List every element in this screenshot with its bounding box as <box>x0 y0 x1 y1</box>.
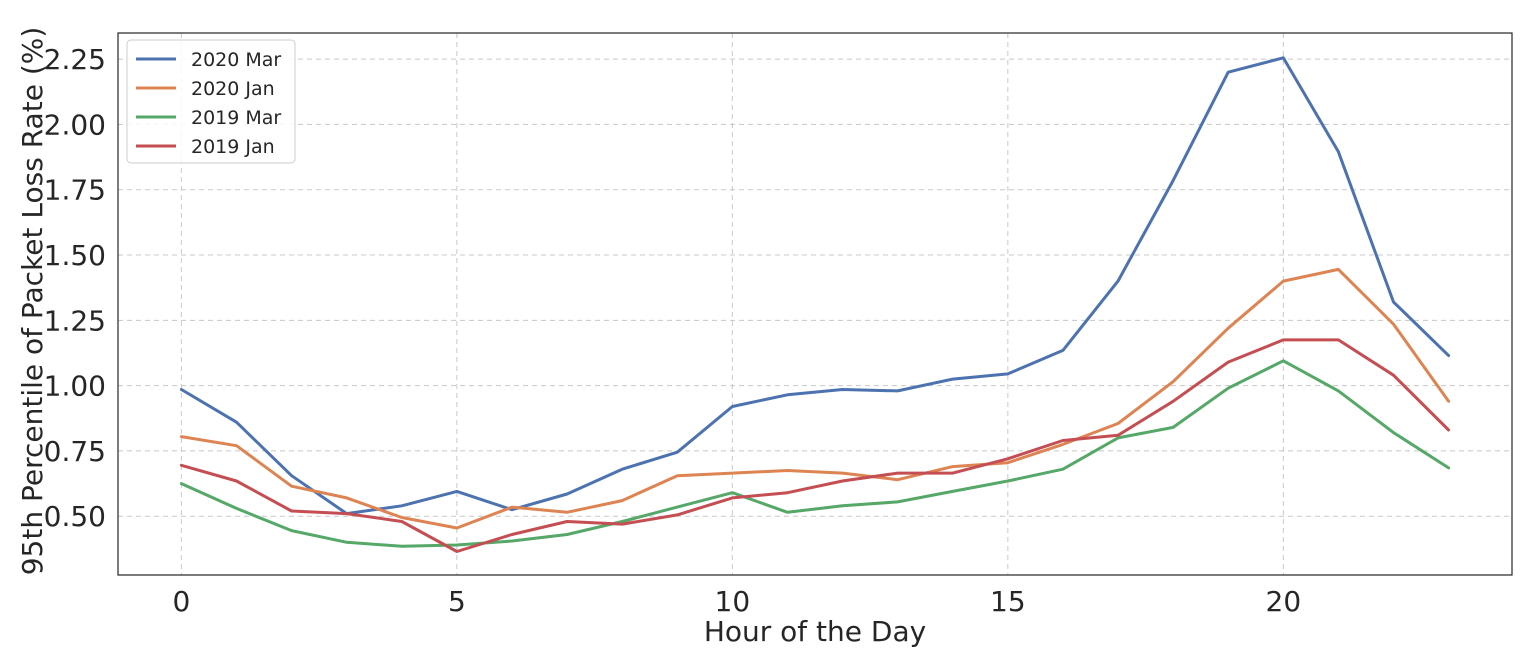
x-axis-ticks: 0 5 10 15 20 <box>172 585 1301 618</box>
legend-label: 2020 Jan <box>191 78 275 100</box>
y-tick-label: 1.75 <box>44 174 106 207</box>
legend-label: 2020 Mar <box>191 49 281 71</box>
series-line-2020-mar <box>179 56 1451 516</box>
series-lines <box>179 56 1451 553</box>
series-line-2019-mar <box>179 359 1451 548</box>
y-tick-label: 2.25 <box>44 43 106 76</box>
y-axis-ticks: 0.50 0.75 1.00 1.25 1.50 1.75 2.00 2.25 <box>44 43 106 533</box>
legend-box <box>126 39 296 164</box>
legend-label: 2019 Mar <box>191 107 281 129</box>
x-tick-label: 15 <box>990 585 1026 618</box>
x-tick-label: 10 <box>715 585 751 618</box>
y-axis-label: 95th Percentile of Packet Loss Rate (%) <box>16 27 49 576</box>
legend-label: 2019 Jan <box>191 136 275 158</box>
y-tick-label: 0.50 <box>44 500 106 533</box>
x-tick-label: 5 <box>448 585 466 618</box>
x-axis-label: Hour of the Day <box>704 615 926 648</box>
series-line-2020-jan <box>179 267 1451 530</box>
y-tick-label: 0.75 <box>44 435 106 468</box>
x-tick-label: 0 <box>172 585 190 618</box>
y-tick-label: 1.00 <box>44 370 106 403</box>
legend: 2020 Mar 2020 Jan 2019 Mar 2019 Jan <box>126 39 296 164</box>
y-tick-label: 1.25 <box>44 304 106 337</box>
plot-frame <box>117 32 1513 576</box>
x-tick-label: 20 <box>1266 585 1302 618</box>
y-tick-label: 1.50 <box>44 239 106 272</box>
series-line-2019-jan <box>179 338 1451 553</box>
y-tick-label: 2.00 <box>44 108 106 141</box>
